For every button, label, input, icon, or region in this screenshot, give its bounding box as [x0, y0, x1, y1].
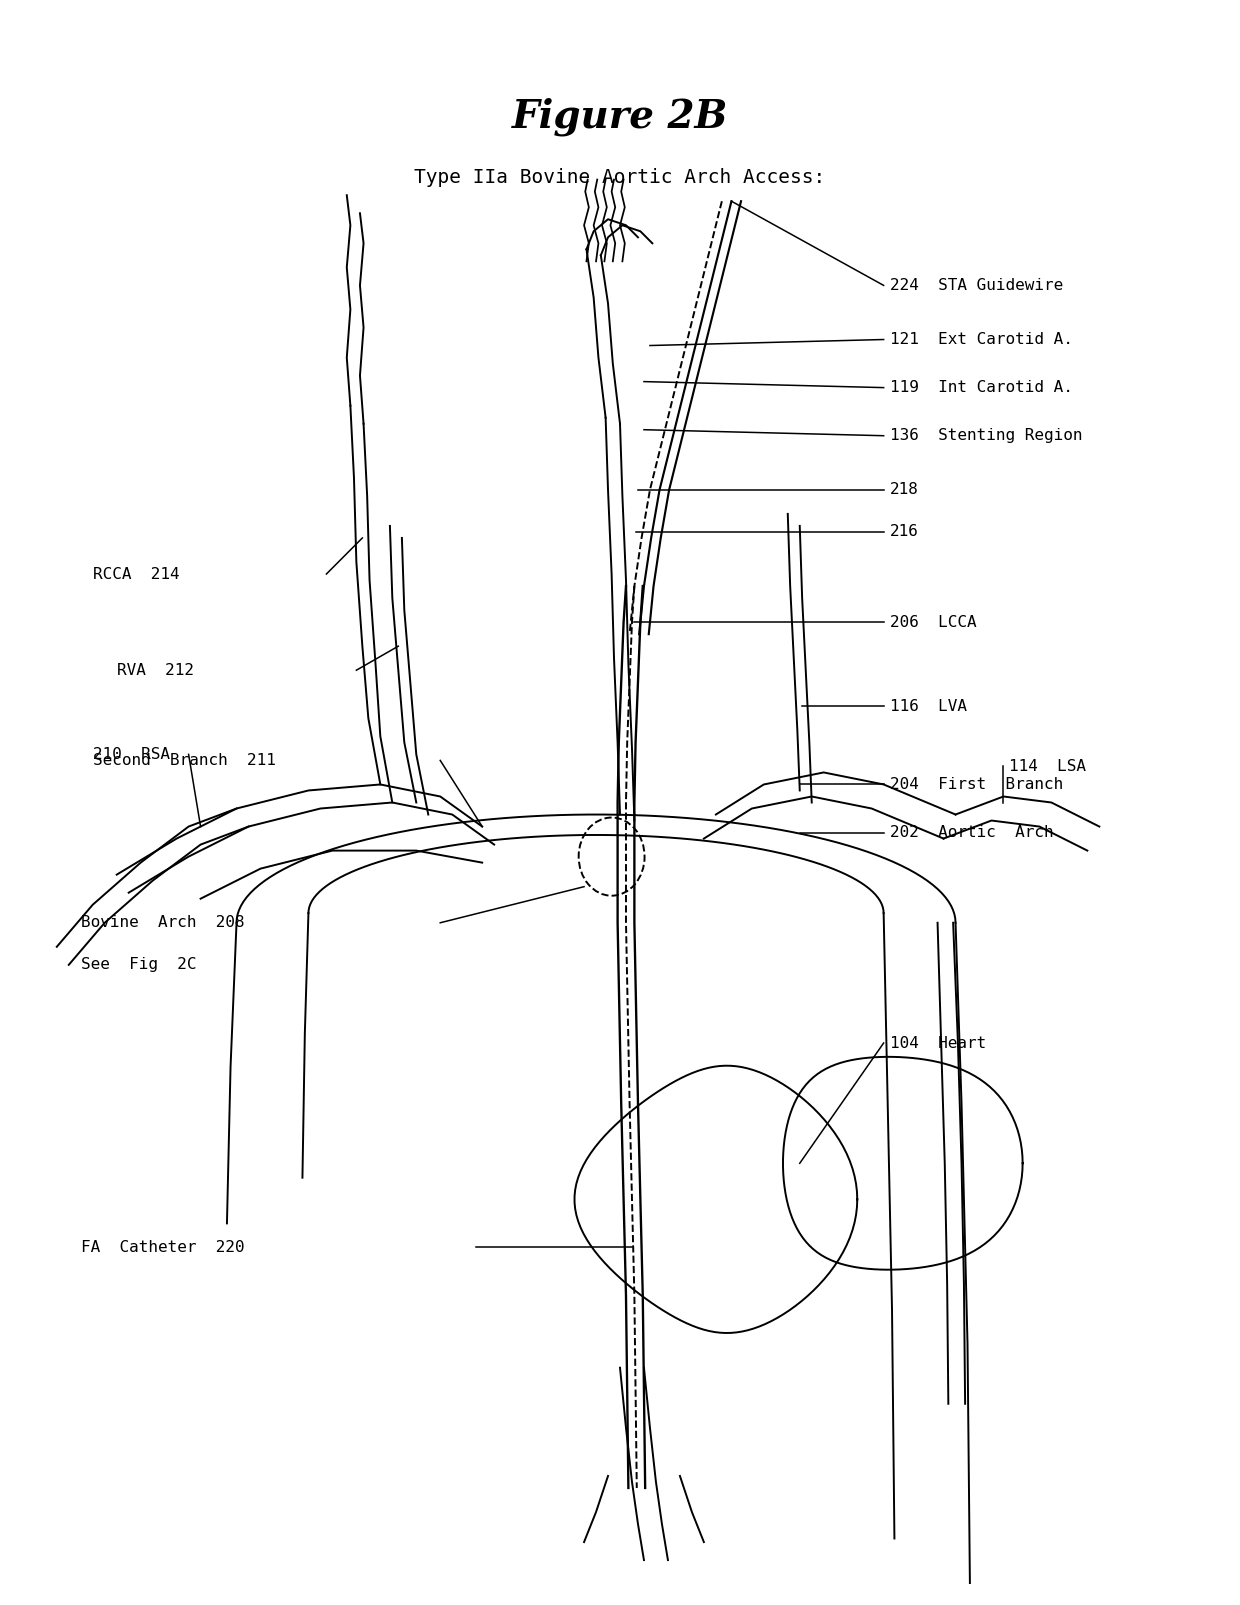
Text: 202  Aortic  Arch: 202 Aortic Arch	[889, 825, 1053, 839]
Text: RVA  212: RVA 212	[117, 663, 193, 677]
Text: 114  LSA: 114 LSA	[1009, 759, 1086, 774]
Text: 210  RSA: 210 RSA	[93, 746, 170, 762]
Text: 218: 218	[889, 483, 919, 498]
Text: 216: 216	[889, 525, 919, 539]
Text: 119  Int Carotid A.: 119 Int Carotid A.	[889, 380, 1073, 395]
Text: See  Fig  2C: See Fig 2C	[81, 957, 196, 973]
Text: 121  Ext Carotid A.: 121 Ext Carotid A.	[889, 332, 1073, 347]
Text: 136  Stenting Region: 136 Stenting Region	[889, 429, 1083, 443]
Text: 206  LCCA: 206 LCCA	[889, 615, 976, 629]
Text: Second  Branch  211: Second Branch 211	[93, 753, 275, 767]
Text: Figure 2B: Figure 2B	[512, 98, 728, 136]
Text: FA  Catheter  220: FA Catheter 220	[81, 1241, 244, 1255]
Text: 104  Heart: 104 Heart	[889, 1035, 986, 1051]
Text: 116  LVA: 116 LVA	[889, 698, 967, 714]
Text: Bovine  Arch  208: Bovine Arch 208	[81, 915, 244, 931]
Text: RCCA  214: RCCA 214	[93, 567, 180, 581]
Text: 204  First  Branch: 204 First Branch	[889, 777, 1063, 791]
Text: Type IIa Bovine Aortic Arch Access:: Type IIa Bovine Aortic Arch Access:	[414, 167, 826, 186]
Text: 224  STA Guidewire: 224 STA Guidewire	[889, 278, 1063, 292]
